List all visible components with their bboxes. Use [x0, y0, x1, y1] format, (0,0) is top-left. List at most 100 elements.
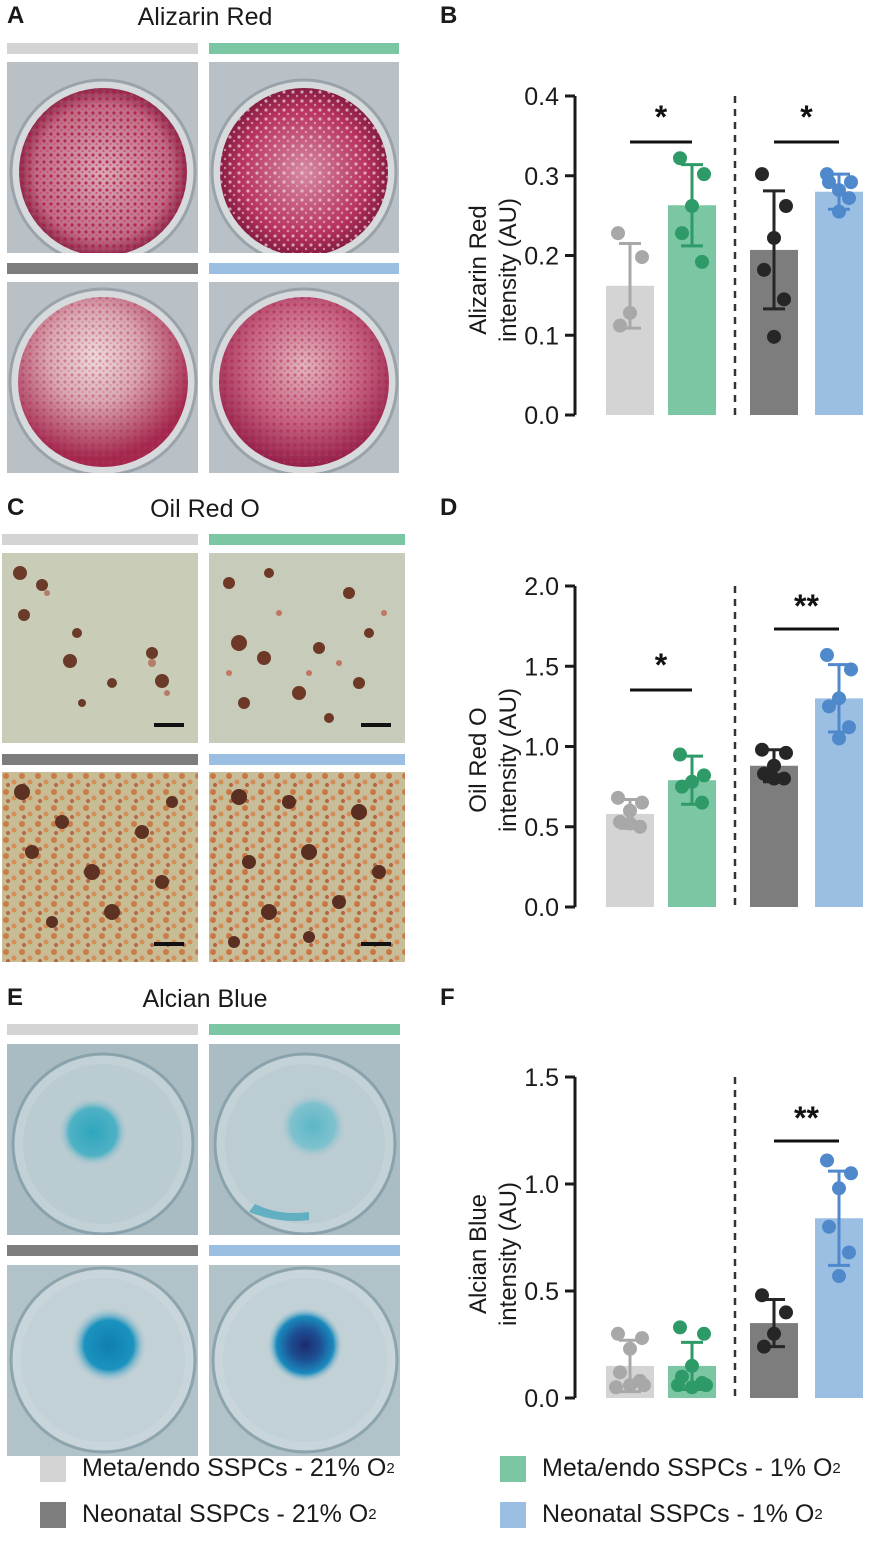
chart-f-point	[842, 1245, 856, 1260]
legend-label-neo1: Neonatal SSPCs - 1% O	[542, 1500, 815, 1528]
chart-b-ytick-label: 0.1	[524, 322, 559, 350]
chart-d-point	[673, 747, 687, 762]
panel-title-alizarin: Alizarin Red	[137, 3, 273, 31]
legend-label-meta1: Meta/endo SSPCs - 1% O	[542, 1454, 833, 1482]
legend-sub-neo21: 2	[368, 1506, 377, 1523]
chart-d-point	[623, 816, 637, 831]
chart-b-point	[779, 199, 793, 214]
chart-b-point	[673, 151, 687, 166]
panel-label-b: B	[440, 2, 458, 29]
chart-f-point	[635, 1331, 649, 1346]
chart-b-point	[685, 199, 699, 214]
alizarin-well-meta1	[209, 62, 399, 253]
oilred-micrograph-meta1	[209, 553, 405, 743]
chart-d-point	[844, 662, 858, 677]
chart-f-sig-label: **	[794, 1100, 819, 1136]
chart-d-point	[832, 691, 846, 706]
chart-d-point	[779, 745, 793, 760]
legend-sub-meta1: 2	[832, 1460, 841, 1477]
chart-d-ytick-label: 1.0	[524, 734, 559, 762]
chart-b-point	[842, 191, 856, 206]
alizarin-well-meta21	[7, 62, 198, 253]
chart-b-point	[767, 230, 781, 245]
condition-strip-neo21-c	[2, 754, 198, 765]
chart-f-point	[844, 1166, 858, 1181]
chart-d-point	[695, 795, 709, 810]
chart-f-point	[613, 1365, 627, 1380]
chart-b-sig-label: *	[800, 99, 813, 135]
condition-strip-meta21-e	[7, 1024, 198, 1035]
chart-d: 0.00.51.01.52.0***	[524, 573, 863, 922]
chart-f-point	[699, 1378, 713, 1393]
chart-b-point	[757, 262, 771, 277]
chart-d-point	[777, 771, 791, 786]
chart-d-point	[611, 790, 625, 805]
oilred-micrograph-meta21	[2, 553, 198, 743]
chart-f-point	[779, 1305, 793, 1320]
chart-b-point	[635, 250, 649, 265]
legend-sub-neo1: 2	[814, 1506, 823, 1523]
chart-d-point	[767, 758, 781, 773]
chart-f-point	[623, 1341, 637, 1356]
chart-b: 0.0 0.1 0.2 0.3 0.4 * *	[524, 83, 863, 430]
chart-d-point	[767, 771, 781, 786]
condition-strip-meta1-e	[209, 1024, 400, 1035]
chart-d-point	[635, 795, 649, 810]
chart-b-point	[675, 226, 689, 241]
condition-strip-meta21	[7, 43, 198, 54]
oilred-micrograph-neo21	[2, 772, 198, 962]
chart-f-point	[623, 1378, 637, 1393]
chart-f-point	[673, 1320, 687, 1335]
chart-d-sig-label: **	[794, 588, 819, 624]
chart-b-bar	[815, 191, 863, 415]
chart-b-point	[695, 254, 709, 269]
panel-label-d: D	[440, 494, 458, 521]
chart-b-ytick-label: 0.3	[524, 163, 559, 191]
chart-b-point	[832, 183, 846, 198]
chart-f-point	[757, 1339, 771, 1354]
chart-f-ytick-label: 0.5	[524, 1278, 559, 1306]
condition-strip-meta1	[209, 43, 399, 54]
chart-d-point	[820, 648, 834, 663]
chart-f: 0.0 0.5 1.0 1.5 **	[524, 1064, 863, 1413]
chart-d-sig-label: *	[655, 647, 668, 683]
chart-f-point	[767, 1326, 781, 1341]
chart-d-ytick-label: 1.5	[524, 653, 559, 681]
condition-strip-neo21-e	[7, 1245, 198, 1256]
chart-d-point	[675, 779, 689, 794]
chart-d-point	[832, 731, 846, 746]
chart-f-ytick-label: 0.0	[524, 1385, 559, 1413]
chart-b-point	[613, 318, 627, 333]
chart-b-point	[623, 305, 637, 320]
alcian-well-meta21	[7, 1044, 198, 1235]
chart-f-point	[637, 1378, 651, 1393]
chart-b-point	[755, 167, 769, 182]
legend-label-meta21: Meta/endo SSPCs - 21% O	[82, 1454, 387, 1482]
legend-sub-meta21: 2	[386, 1460, 395, 1477]
chart-b-point	[777, 292, 791, 307]
chart-f-point	[697, 1326, 711, 1341]
alizarin-well-neo1	[209, 282, 399, 473]
condition-strip-meta1-c	[209, 534, 405, 545]
chart-b-ytick-label: 0.0	[524, 402, 559, 430]
panel-label-f: F	[440, 984, 455, 1011]
alcian-well-meta1	[209, 1044, 400, 1235]
chart-b-point	[844, 175, 858, 190]
chart-b-point	[767, 329, 781, 344]
panel-label-c: C	[7, 494, 25, 521]
chart-f-point	[609, 1380, 623, 1395]
chart-b-point	[822, 175, 836, 190]
panel-label-e: E	[7, 984, 24, 1011]
panel-title-oilred: Oil Red O	[150, 495, 260, 523]
alizarin-well-neo21	[7, 282, 198, 473]
condition-strip-neo21	[7, 263, 198, 274]
chart-f-point	[820, 1153, 834, 1168]
chart-b-ytick-label: 0.4	[524, 83, 559, 111]
chart-d-ytick-label: 0.0	[524, 894, 559, 922]
chart-d-point	[822, 699, 836, 714]
chart-b-point	[832, 204, 846, 219]
chart-f-point	[832, 1181, 846, 1196]
chart-f-point	[685, 1358, 699, 1373]
